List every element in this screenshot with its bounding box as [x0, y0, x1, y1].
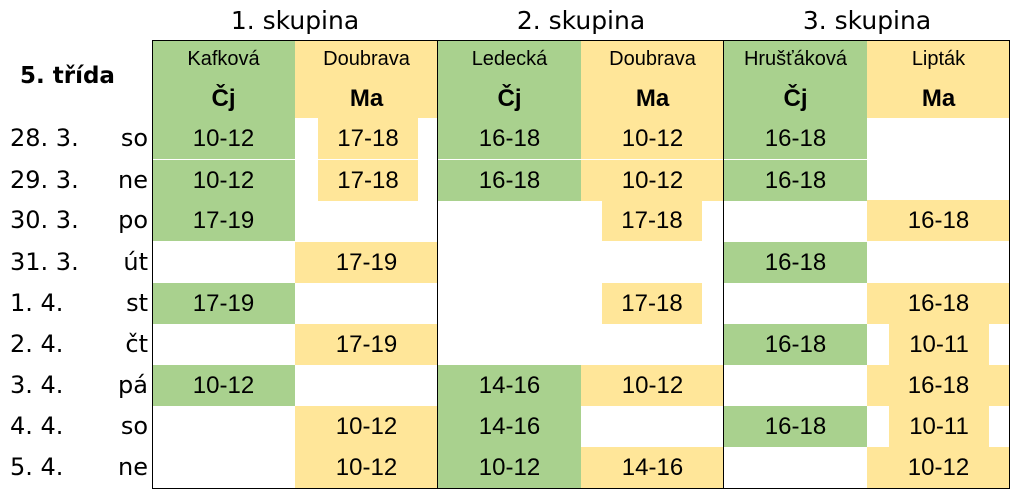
row-day: ne	[118, 453, 148, 481]
schedule-cell: 17-18	[602, 200, 702, 241]
row-date: 1. 4.	[10, 289, 64, 317]
schedule-cell: 10-11	[889, 324, 989, 365]
teacher-header: Doubrava	[581, 40, 724, 79]
schedule-cell: 10-12	[152, 160, 295, 201]
schedule-cell: 16-18	[724, 406, 867, 447]
schedule-cell: 10-11	[889, 406, 989, 447]
teacher-header: Lipták	[867, 40, 1010, 79]
schedule-cell: 16-18	[867, 365, 1010, 406]
row-day: ne	[118, 166, 148, 194]
row-date: 3. 4.	[10, 371, 64, 399]
schedule-cell: 10-12	[295, 406, 438, 447]
schedule-cell: 10-12	[581, 160, 724, 201]
subject-header: Čj	[152, 79, 295, 118]
row-day: so	[120, 412, 148, 440]
teacher-header: Ledecká	[438, 40, 581, 79]
row-date: 2. 4.	[10, 330, 64, 358]
row-date: 5. 4.	[10, 453, 64, 481]
schedule-cell: 17-18	[318, 118, 418, 159]
schedule-cell: 16-18	[724, 242, 867, 283]
subject-header: Ma	[581, 79, 724, 118]
row-day: út	[123, 248, 148, 276]
schedule-cell: 10-12	[867, 447, 1010, 488]
teacher-header: Doubrava	[295, 40, 438, 79]
schedule-cell: 10-12	[295, 447, 438, 488]
schedule-cell: 10-12	[581, 365, 724, 406]
schedule-cell: 17-19	[152, 283, 295, 324]
row-date: 4. 4.	[10, 412, 64, 440]
teacher-header: Hrušťáková	[724, 40, 867, 79]
teacher-header: Kafková	[152, 40, 295, 79]
row-day: pá	[118, 371, 148, 399]
group-divider	[437, 40, 438, 489]
schedule-cell: 14-16	[438, 406, 581, 447]
schedule-cell: 17-19	[295, 324, 438, 365]
group-3-title: 3. skupina	[802, 6, 932, 35]
class-title: 5. třída	[20, 63, 115, 89]
group-2-title: 2. skupina	[516, 6, 646, 35]
schedule-cell: 10-12	[438, 447, 581, 488]
row-date: 29. 3.	[10, 166, 79, 194]
schedule-cell: 17-18	[602, 283, 702, 324]
row-date: 31. 3.	[10, 248, 79, 276]
schedule-cell: 16-18	[867, 200, 1010, 241]
schedule-cell: 14-16	[438, 365, 581, 406]
group-1-title: 1. skupina	[230, 6, 360, 35]
row-day: so	[120, 124, 148, 152]
row-day: st	[126, 289, 148, 317]
schedule-cell: 16-18	[724, 160, 867, 201]
row-day: čt	[125, 330, 148, 358]
subject-header: Ma	[867, 79, 1010, 118]
row-day: po	[118, 206, 148, 234]
row-date: 28. 3.	[10, 124, 79, 152]
subject-header: Čj	[438, 79, 581, 118]
schedule-cell: 17-19	[152, 200, 295, 241]
schedule-cell: 16-18	[867, 283, 1010, 324]
schedule-cell: 17-19	[295, 242, 438, 283]
schedule-cell: 10-12	[152, 365, 295, 406]
schedule-cell: 16-18	[724, 118, 867, 159]
schedule-cell: 10-12	[152, 118, 295, 159]
row-date: 30. 3.	[10, 206, 79, 234]
schedule-cell: 14-16	[581, 447, 724, 488]
group-divider	[723, 40, 724, 489]
schedule-cell: 16-18	[438, 118, 581, 159]
schedule-cell: 17-18	[318, 160, 418, 201]
schedule-cell: 10-12	[581, 118, 724, 159]
subject-header: Čj	[724, 79, 867, 118]
schedule-cell: 16-18	[438, 160, 581, 201]
schedule-cell: 16-18	[724, 324, 867, 365]
subject-header: Ma	[295, 79, 438, 118]
